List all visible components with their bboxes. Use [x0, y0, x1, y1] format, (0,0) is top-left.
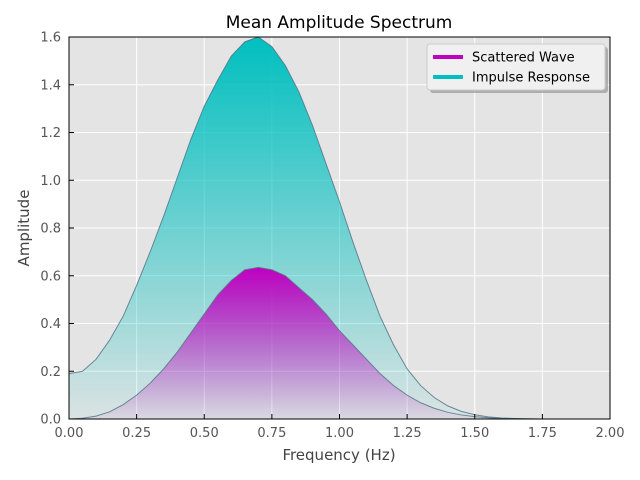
x-tick-label: 1.75	[528, 426, 557, 441]
x-axis-label: Frequency (Hz)	[282, 446, 395, 464]
x-axis-ticks: 0.00 0.25 0.50 0.75 1.00 1.25 1.50 1.75 2.00	[55, 414, 625, 441]
y-tick-label: 1.0	[40, 174, 61, 189]
x-tick-label: 2.00	[596, 426, 625, 441]
y-tick-label: 0.4	[40, 317, 61, 332]
x-tick-label: 1.25	[393, 426, 422, 441]
area-scattered-wave	[69, 267, 610, 419]
chart-title: Mean Amplitude Spectrum	[226, 13, 453, 33]
y-tick-label: 1.4	[40, 78, 61, 93]
y-axis-ticks: 0.0 0.2 0.4 0.6 0.8 1.0 1.2 1.4 1.6	[40, 31, 74, 428]
y-tick-label: 0.8	[40, 222, 61, 237]
x-tick-label: 1.00	[325, 426, 354, 441]
legend-label: Impulse Response	[472, 71, 590, 86]
y-tick-label: 0.0	[40, 413, 61, 428]
legend-label: Scattered Wave	[472, 51, 575, 66]
x-tick-label: 0.75	[257, 426, 286, 441]
x-tick-label: 1.50	[460, 426, 489, 441]
x-tick-label: 0.50	[190, 426, 219, 441]
y-tick-label: 0.2	[40, 365, 61, 380]
y-tick-label: 0.6	[40, 269, 61, 284]
x-tick-label: 0.00	[55, 426, 84, 441]
y-axis-label: Amplitude	[15, 190, 33, 267]
legend-box	[426, 43, 606, 91]
y-tick-label: 1.6	[40, 31, 61, 46]
legend: Scattered Wave Impulse Response	[426, 43, 608, 93]
y-tick-label: 1.2	[40, 126, 61, 141]
x-tick-label: 0.25	[122, 426, 151, 441]
